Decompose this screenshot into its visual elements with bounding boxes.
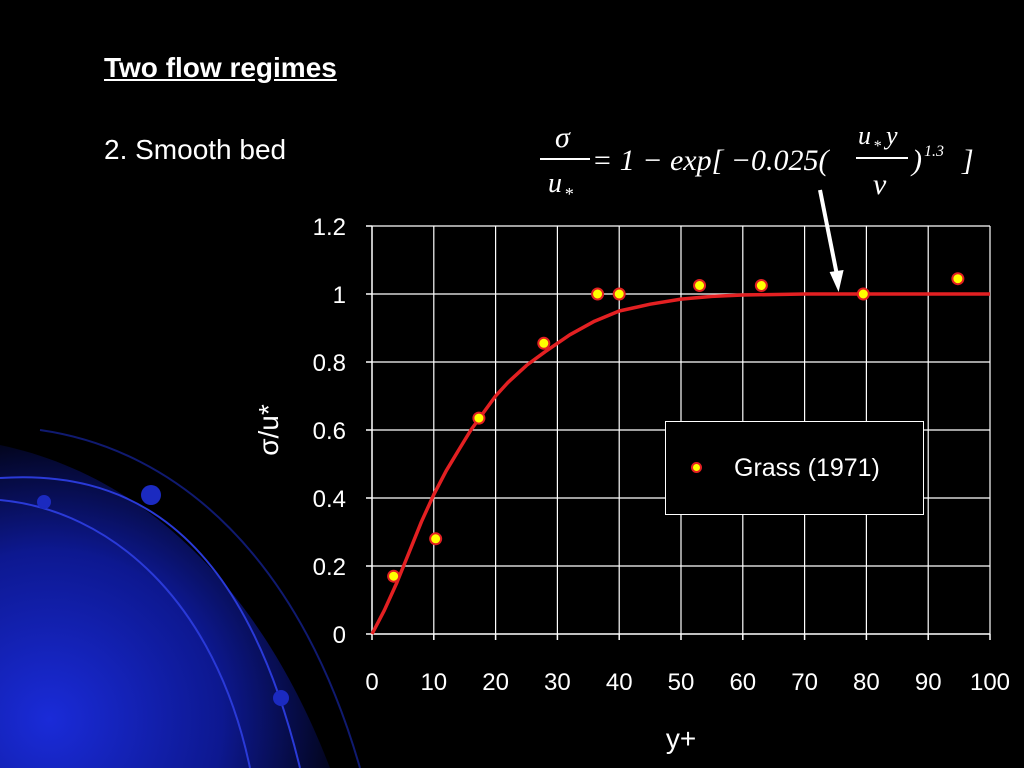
legend-marker-grass [691,462,702,473]
chart-axes [366,225,991,640]
x-tick-label: 60 [729,669,756,696]
formula-exponent: 1.3 [924,143,944,160]
x-tick-label: 10 [420,669,447,696]
formula-frac-numerator-tail: y [883,121,898,150]
data-point [754,279,768,292]
x-tick-label: 50 [668,669,695,696]
data-point [472,411,486,425]
formula-lhs-numerator: σ [555,121,571,154]
data-point [387,569,401,583]
orbit-arc-3 [39,429,361,768]
chart-annotation [818,189,844,292]
legend-label-grass: Grass (1971) [734,454,880,482]
y-tick-label: 1.2 [313,214,346,241]
data-point [429,532,443,546]
y-tick-label: 0.6 [313,418,346,445]
y-axis-title: σ/u* [253,404,284,456]
fit-curve-line [370,292,990,635]
x-tick-label: 0 [365,669,378,696]
data-point [951,272,965,286]
formula-rhs-suffix: ) [910,144,922,177]
data-point [693,279,707,292]
formula: σ u * = 1 − exp[ −0.025( u * y ν ) 1.3 ] [540,121,974,204]
formula-lhs-denominator: u [548,168,562,199]
data-point [612,287,626,301]
chart-legend: Grass (1971) [665,421,924,515]
y-tick-label: 1 [333,282,346,309]
orbit-arc-1 [0,476,301,768]
formula-frac-numerator: u [858,121,871,150]
annotation-arrow-shaft [818,189,840,279]
formula-frac-denominator: ν [873,168,887,201]
planet-shape [0,445,330,768]
y-tick-label: 0 [333,622,346,649]
annotation-arrow-head [829,270,844,292]
data-point [537,336,551,350]
formula-rhs-prefix: = 1 − exp[ −0.025( [592,144,831,177]
y-tick-label: 0.2 [313,554,346,581]
x-tick-label: 70 [791,669,818,696]
y-tick-label: 0.4 [313,486,346,513]
formula-close: ] [961,144,974,177]
orbit-dot-2 [141,485,161,505]
data-point [856,287,870,301]
x-axis-title: y+ [666,723,696,754]
formula-lhs-denominator-sub: * [564,184,573,204]
chart-series [370,272,990,635]
x-tick-label: 20 [482,669,509,696]
x-tick-label: 40 [606,669,633,696]
data-point [591,287,605,301]
x-tick-label: 80 [853,669,880,696]
x-tick-label: 100 [970,669,1010,696]
orbit-dot-3 [273,690,289,706]
x-tick-label: 90 [915,669,942,696]
slide-heading: Two flow regimes [104,52,337,83]
x-tick-label: 30 [544,669,571,696]
formula-frac-numerator-sub: * [873,138,881,155]
y-tick-label: 0.8 [313,350,346,377]
chart-labels: 0 10 20 30 40 50 60 70 80 90 100 0 0.2 0.4 0.6 0.8 1 1.2 y… [253,214,1010,754]
orbit-dot-1 [37,495,51,509]
slide-subheading: 2. Smooth bed [104,134,287,165]
